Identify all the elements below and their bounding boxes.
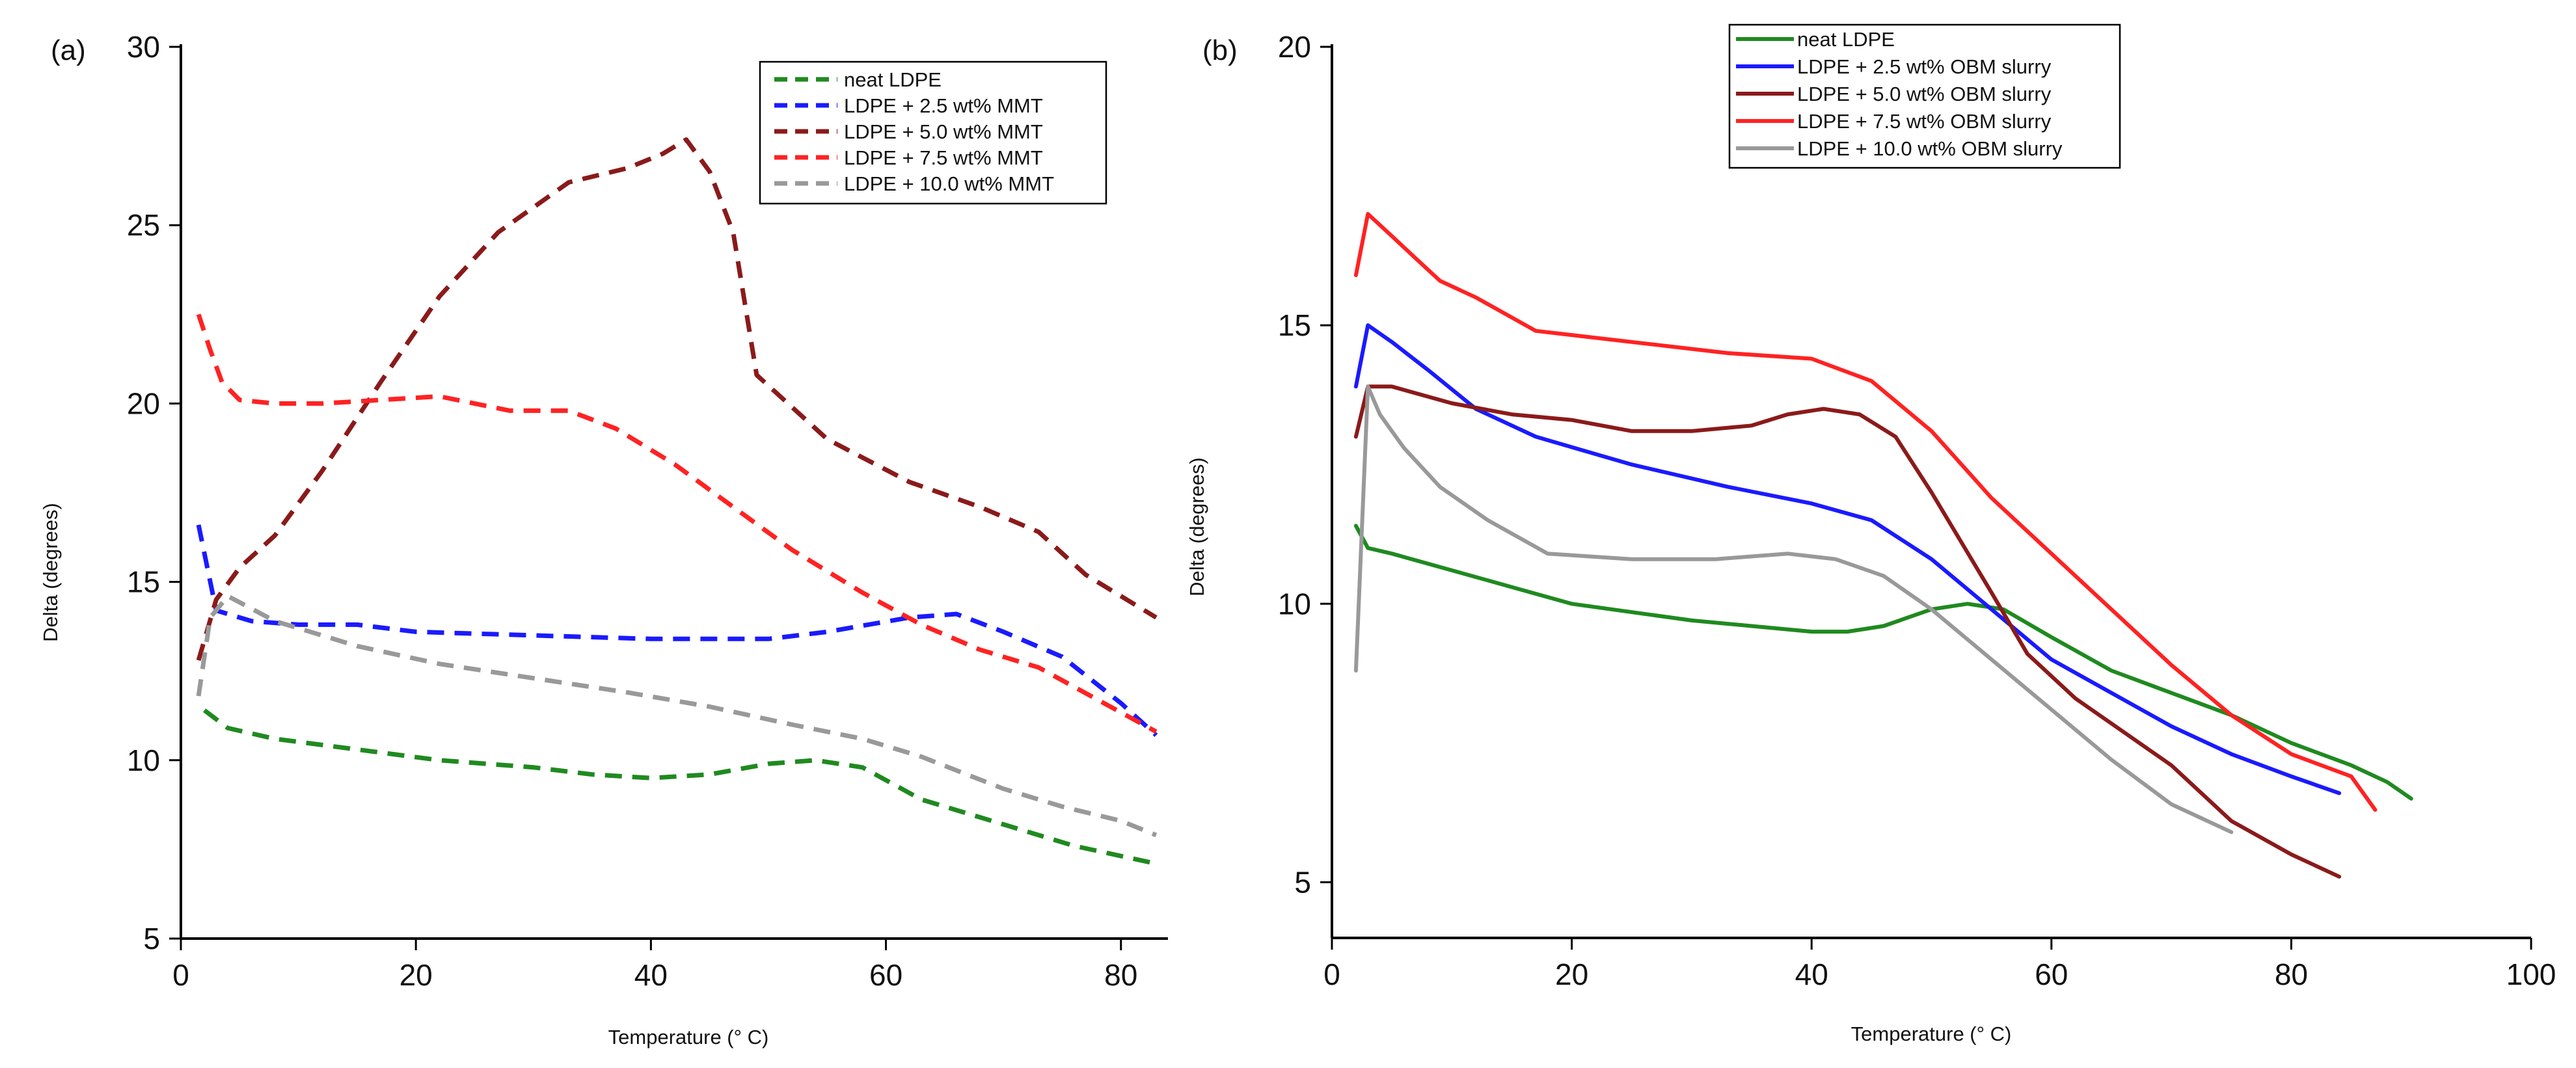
- panel-b-legend-box: [1728, 23, 2121, 169]
- panel-b-y-tick-label: 10: [1278, 587, 1311, 621]
- panel-a-axes: 0 20 40 60 80 5 10 15 20 25 30: [127, 30, 1168, 992]
- panel-b-x-tick-label: 40: [1795, 957, 1828, 991]
- panel-b-x-tick-label: 100: [2506, 957, 2556, 991]
- panel-a-x-axis-title: Temperature (° C): [608, 1026, 769, 1048]
- legend-label-mmt-10-0: LDPE + 10.0 wt% MMT: [844, 172, 1054, 195]
- series-line-ldpe-10-0-wt-mmt: [196, 594, 1158, 838]
- legend-label-neat-ldpe-b: neat LDPE: [1797, 28, 1895, 51]
- panel-b-legend: neat LDPE LDPE + 2.5 wt% OBM slurry LDPE…: [1728, 23, 2121, 169]
- series-line-ldpe-7-5-wt-obm-slurry: [1353, 211, 2378, 812]
- panel-a-y-tick-label: 30: [127, 30, 160, 64]
- legend-label-obm-2-5: LDPE + 2.5 wt% OBM slurry: [1797, 55, 2052, 78]
- panel-a-x-tick-label: 60: [869, 958, 902, 992]
- panel-b-label: (b): [1202, 34, 1238, 66]
- panel-b-y-tick-label: 5: [1294, 865, 1311, 899]
- legend-label-obm-7-5: LDPE + 7.5 wt% OBM slurry: [1797, 110, 2052, 133]
- series-line-ldpe-5-0-wt-obm-slurry: [1353, 384, 2342, 879]
- panel-b-y-axis-title: Delta (degrees): [1186, 457, 1208, 596]
- series-line-neat-ldpe: [1353, 524, 2413, 801]
- panel-b-axes: 0 20 40 60 80 100 5 10 15 20: [1278, 30, 2556, 991]
- panel-a-x-tick-label: 80: [1104, 958, 1137, 992]
- panel-b-y-tick-label: 20: [1278, 30, 1311, 64]
- panel-b-x-tick-label: 80: [2275, 957, 2308, 991]
- panel-b-x-tick-label: 0: [1323, 957, 1340, 991]
- series-line-ldpe-7-5-wt-mmt: [196, 314, 1158, 734]
- series-line-ldpe-2-5-wt-mmt: [196, 524, 1158, 737]
- panel-a-label: (a): [51, 34, 86, 66]
- panel-a-y-tick-label: 5: [143, 922, 160, 955]
- series-line-ldpe-2-5-wt-obm-slurry: [1353, 323, 2342, 795]
- panel-b: (b) 0 20 40 60 80 100 5 10 15 20 Temperature (° C…: [1186, 23, 2556, 1045]
- legend-label-neat-ldpe: neat LDPE: [844, 68, 942, 91]
- panel-b-x-axis-title: Temperature (° C): [1851, 1022, 2012, 1045]
- panel-a-x-tick-label: 20: [400, 958, 433, 992]
- legend-label-mmt-5-0: LDPE + 5.0 wt% MMT: [844, 120, 1043, 143]
- panel-b-x-tick-label: 60: [2035, 957, 2068, 991]
- panel-a-x-tick-label: 40: [634, 958, 668, 992]
- series-line-ldpe-5-0-wt-mmt: [196, 137, 1158, 661]
- panel-b-x-tick-label: 20: [1555, 957, 1588, 991]
- panel-b-series: [1353, 211, 2413, 879]
- series-line-neat-ldpe: [202, 708, 1157, 866]
- panel-a-legend: neat LDPE LDPE + 2.5 wt% MMT LDPE + 5.0 …: [759, 60, 1107, 205]
- series-line-ldpe-10-0-wt-obm-slurry: [1353, 384, 2234, 834]
- panel-a-y-tick-label: 25: [127, 208, 160, 242]
- legend-label-obm-5-0: LDPE + 5.0 wt% OBM slurry: [1797, 83, 2052, 105]
- panel-a-y-tick-label: 20: [127, 386, 160, 420]
- panel-a-y-tick-label: 10: [127, 743, 160, 777]
- panel-a-series: [196, 137, 1158, 866]
- legend-label-obm-10-0: LDPE + 10.0 wt% OBM slurry: [1797, 137, 2063, 160]
- panel-a: (a) 0 20 40 60 80 5 10 15 20 25 30 Temperature (° …: [39, 30, 1168, 1048]
- panel-a-x-tick-label: 0: [172, 958, 189, 992]
- panel-a-y-tick-label: 15: [127, 565, 160, 599]
- panel-b-y-tick-label: 15: [1278, 308, 1311, 342]
- legend-label-mmt-2-5: LDPE + 2.5 wt% MMT: [844, 94, 1043, 117]
- legend-label-mmt-7-5: LDPE + 7.5 wt% MMT: [844, 146, 1043, 169]
- panel-a-y-axis-title: Delta (degrees): [39, 503, 62, 642]
